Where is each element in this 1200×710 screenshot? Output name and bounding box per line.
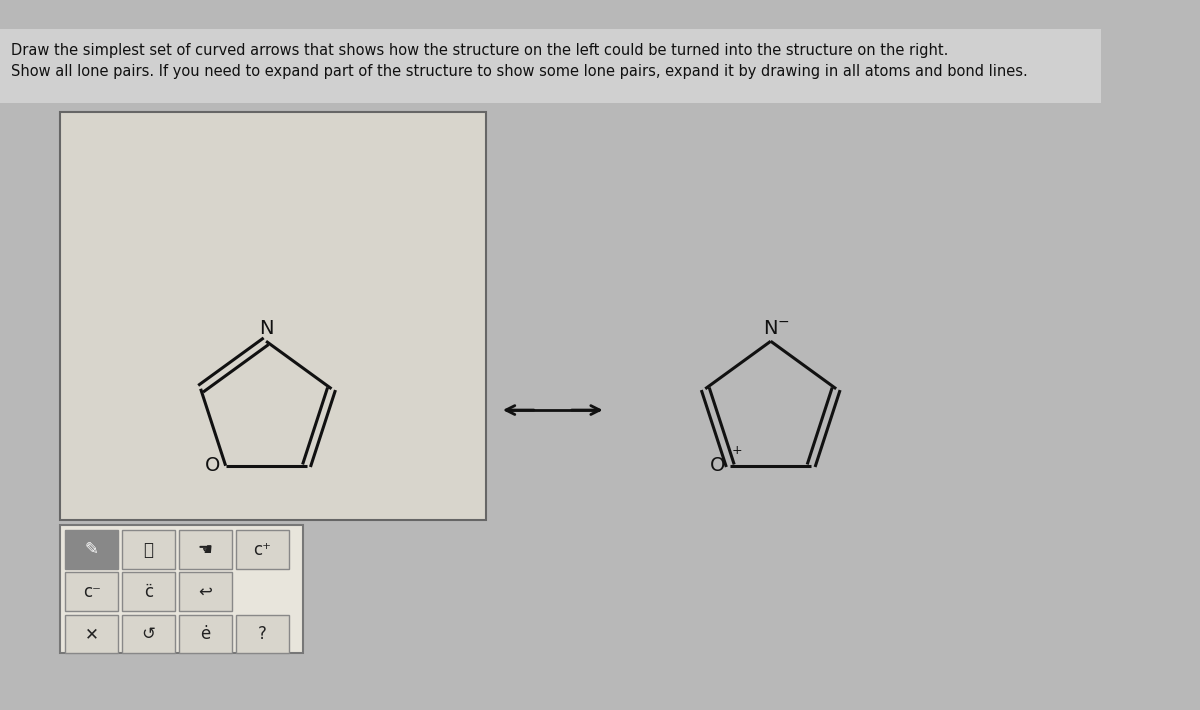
Bar — [235, 615, 289, 653]
Bar — [65, 572, 119, 611]
Bar — [179, 615, 232, 653]
Text: 🖹: 🖹 — [144, 540, 154, 559]
Bar — [122, 572, 175, 611]
Text: O: O — [709, 457, 725, 475]
Text: Draw the simplest set of curved arrows that shows how the structure on the left : Draw the simplest set of curved arrows t… — [11, 43, 948, 58]
Bar — [122, 530, 175, 569]
Text: c⁻: c⁻ — [83, 583, 101, 601]
Bar — [0, 103, 1102, 681]
Bar — [179, 530, 232, 569]
Text: Show all lone pairs. If you need to expand part of the structure to show some lo: Show all lone pairs. If you need to expa… — [11, 64, 1027, 79]
Text: N: N — [259, 319, 274, 337]
Bar — [60, 525, 302, 653]
Bar — [65, 615, 119, 653]
Text: N: N — [763, 319, 778, 337]
Text: ↺: ↺ — [142, 625, 156, 643]
Bar — [60, 112, 486, 520]
Bar — [122, 615, 175, 653]
Text: ✕: ✕ — [85, 625, 98, 643]
Text: O: O — [205, 457, 220, 475]
Bar — [179, 572, 232, 611]
Text: c⁺: c⁺ — [253, 540, 271, 559]
Text: −: − — [778, 315, 788, 329]
Text: c̈: c̈ — [144, 583, 154, 601]
Text: +: + — [732, 444, 743, 457]
Text: ☚: ☚ — [198, 540, 212, 559]
Text: ✎: ✎ — [85, 540, 98, 559]
Bar — [0, 29, 1102, 103]
Bar — [65, 530, 119, 569]
Text: ė: ė — [200, 625, 211, 643]
Text: ?: ? — [258, 625, 266, 643]
Text: ↩: ↩ — [198, 583, 212, 601]
Bar — [235, 530, 289, 569]
